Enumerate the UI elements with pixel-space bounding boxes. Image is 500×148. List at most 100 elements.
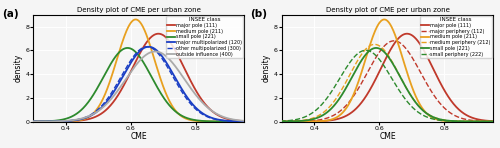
small pole (221) xyxy=(262,121,268,122)
Line: major multipolarized (120): major multipolarized (120) xyxy=(17,47,277,122)
medium pole (211) xyxy=(416,102,422,104)
Legend: major pole (111), medium pole (211), small pole (221), major multipolarized (120: major pole (111), medium pole (211), sma… xyxy=(166,16,244,58)
major periphery (112) xyxy=(436,102,442,104)
medium pole (211) xyxy=(60,121,66,122)
major periphery (112) xyxy=(308,120,314,122)
medium periphery (212) xyxy=(330,102,336,104)
major multipolarized (120) xyxy=(14,121,20,122)
other multipolarized (300) xyxy=(14,121,20,122)
Line: medium pole (211): medium pole (211) xyxy=(266,20,500,122)
Title: Density plot of CME per urban zone: Density plot of CME per urban zone xyxy=(77,7,201,13)
major multipolarized (120) xyxy=(132,56,138,58)
small pole (221) xyxy=(81,106,87,108)
medium periphery (212) xyxy=(416,106,422,107)
Line: outside influence (400): outside influence (400) xyxy=(17,52,277,122)
small periphery (222) xyxy=(363,49,369,51)
small pole (221) xyxy=(436,118,442,120)
medium pole (211) xyxy=(459,121,465,122)
Y-axis label: density: density xyxy=(262,54,271,82)
major periphery (112) xyxy=(391,40,397,42)
other multipolarized (300) xyxy=(274,121,280,122)
medium pole (211) xyxy=(274,121,280,122)
other multipolarized (300) xyxy=(81,117,87,119)
small periphery (222) xyxy=(416,112,422,114)
medium pole (211) xyxy=(381,19,387,20)
medium periphery (212) xyxy=(372,44,378,45)
outside influence (400) xyxy=(132,66,138,68)
medium pole (211) xyxy=(380,19,386,20)
medium pole (211) xyxy=(81,118,87,120)
small pole (221) xyxy=(188,118,194,120)
small periphery (222) xyxy=(459,120,465,122)
other multipolarized (300) xyxy=(60,120,66,122)
medium pole (211) xyxy=(168,102,173,104)
Line: major pole (111): major pole (111) xyxy=(17,34,277,122)
Title: Density plot of CME per urban zone: Density plot of CME per urban zone xyxy=(326,7,450,13)
Text: (b): (b) xyxy=(250,9,268,19)
major pole (111) xyxy=(210,111,216,113)
medium pole (211) xyxy=(132,19,138,20)
outside influence (400) xyxy=(188,88,194,90)
outside influence (400) xyxy=(210,111,216,113)
major pole (111) xyxy=(156,33,162,35)
major pole (111) xyxy=(459,111,465,113)
Line: small periphery (222): small periphery (222) xyxy=(266,50,500,122)
Line: small pole (221): small pole (221) xyxy=(266,48,500,122)
major pole (111) xyxy=(14,121,20,122)
major periphery (112) xyxy=(330,115,336,117)
major periphery (112) xyxy=(416,69,422,71)
small pole (221) xyxy=(274,121,280,122)
major pole (111) xyxy=(81,119,87,121)
major periphery (112) xyxy=(380,46,386,48)
major periphery (112) xyxy=(459,118,465,119)
outside influence (400) xyxy=(168,60,173,62)
medium pole (211) xyxy=(14,121,20,122)
Line: medium pole (211): medium pole (211) xyxy=(17,20,277,122)
other multipolarized (300) xyxy=(132,54,138,56)
small pole (221) xyxy=(60,119,66,120)
Y-axis label: density: density xyxy=(14,54,22,82)
outside influence (400) xyxy=(14,121,20,122)
small pole (221) xyxy=(374,47,380,49)
major pole (111) xyxy=(262,121,268,122)
small pole (221) xyxy=(132,51,138,52)
major multipolarized (120) xyxy=(188,102,194,103)
other multipolarized (300) xyxy=(168,72,173,74)
outside influence (400) xyxy=(81,117,87,119)
major pole (111) xyxy=(274,121,280,122)
major pole (111) xyxy=(308,120,314,122)
major pole (111) xyxy=(330,119,336,121)
major multipolarized (120) xyxy=(274,121,280,122)
outside influence (400) xyxy=(60,120,66,122)
small periphery (222) xyxy=(380,65,386,66)
small pole (221) xyxy=(14,121,20,122)
outside influence (400) xyxy=(274,121,280,122)
medium pole (211) xyxy=(132,19,138,20)
small pole (221) xyxy=(416,106,422,108)
medium periphery (212) xyxy=(308,118,314,119)
Text: (a): (a) xyxy=(2,9,18,19)
Line: medium periphery (212): medium periphery (212) xyxy=(266,44,500,122)
medium periphery (212) xyxy=(262,121,268,122)
major pole (111) xyxy=(188,81,194,83)
small periphery (222) xyxy=(436,119,442,121)
small pole (221) xyxy=(308,119,314,120)
medium pole (211) xyxy=(210,121,216,122)
major multipolarized (120) xyxy=(146,46,152,48)
medium pole (211) xyxy=(308,121,314,122)
major multipolarized (120) xyxy=(60,120,66,122)
small pole (221) xyxy=(380,51,386,52)
X-axis label: CME: CME xyxy=(130,132,147,141)
medium pole (211) xyxy=(188,119,194,121)
major pole (111) xyxy=(132,63,138,65)
Line: major pole (111): major pole (111) xyxy=(266,34,500,122)
Line: other multipolarized (300): other multipolarized (300) xyxy=(17,47,277,122)
medium periphery (212) xyxy=(380,49,386,50)
major pole (111) xyxy=(404,33,410,35)
small periphery (222) xyxy=(330,89,336,91)
major multipolarized (120) xyxy=(168,69,173,71)
medium pole (211) xyxy=(436,119,442,121)
major multipolarized (120) xyxy=(210,118,216,119)
small periphery (222) xyxy=(262,121,268,122)
major pole (111) xyxy=(168,42,173,44)
